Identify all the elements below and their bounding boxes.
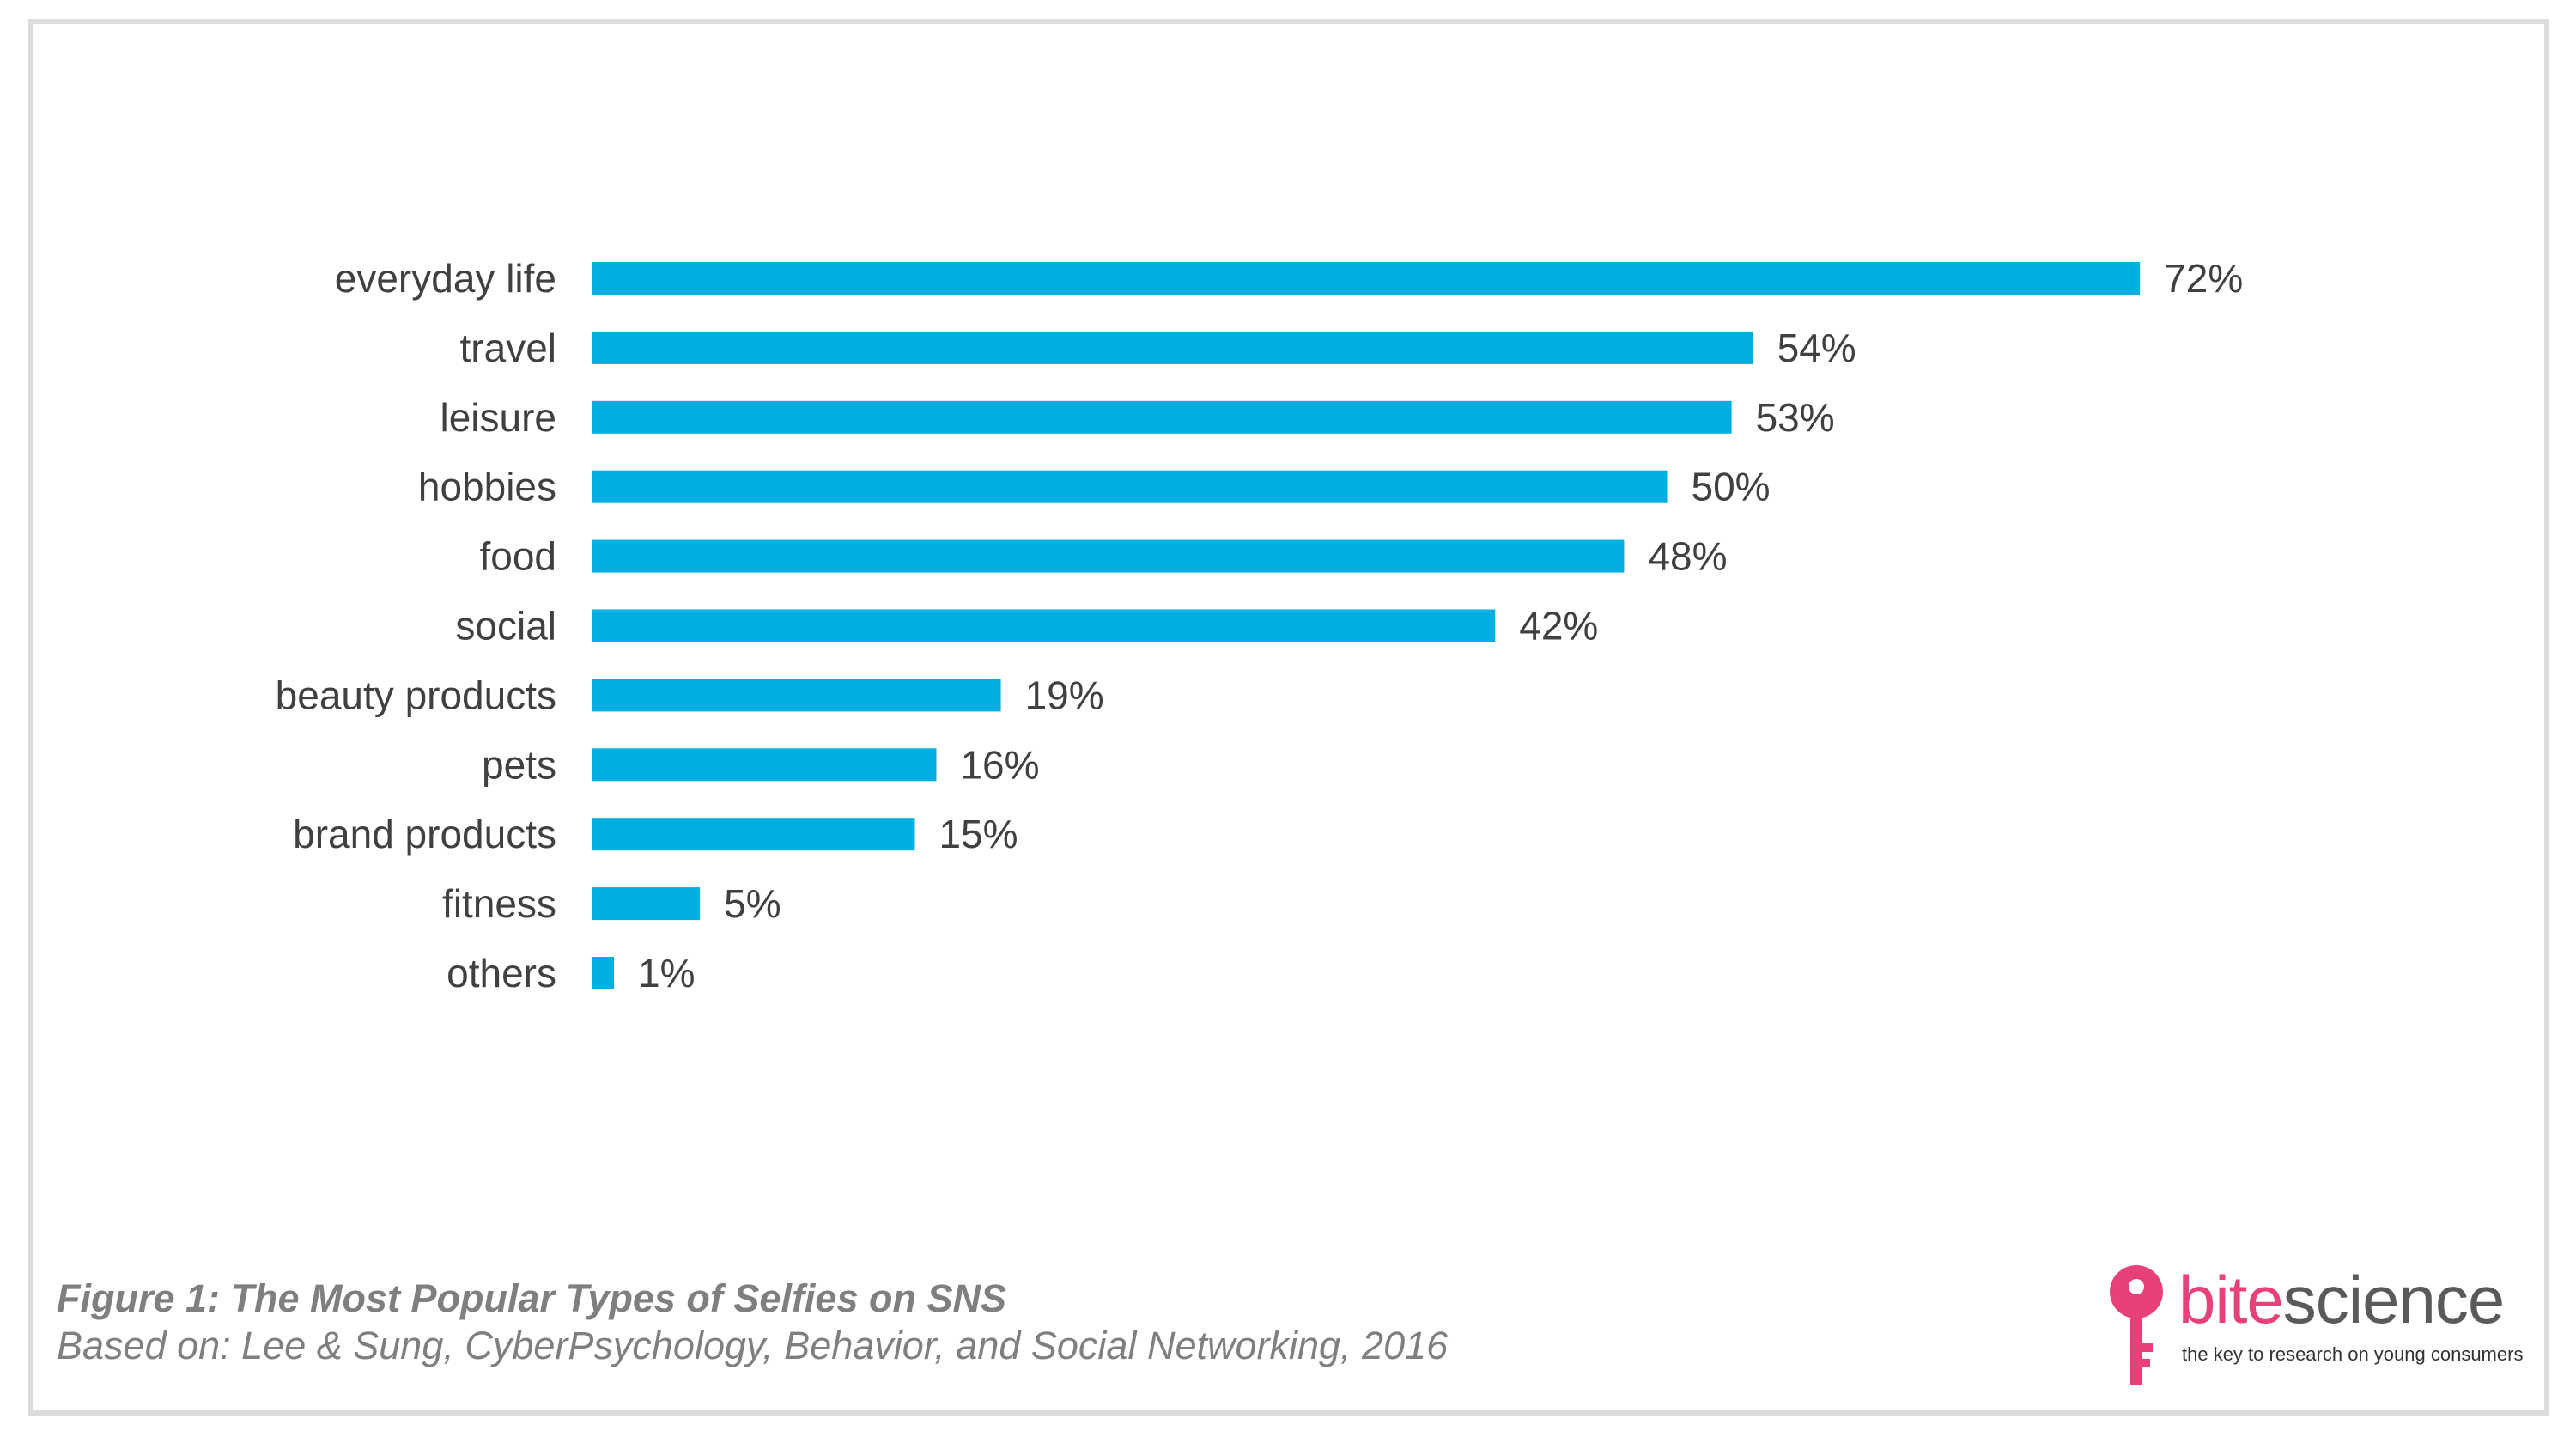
figure-source: Based on: Lee & Sung, CyberPsychology, B… (57, 1324, 1448, 1368)
bar-chart: everyday life 72% travel 54% leisure 53% hobbi… (0, 0, 2576, 1449)
category-label-food: food (479, 534, 556, 579)
bar-hobbies (592, 471, 1668, 503)
category-label-others: others (447, 951, 556, 995)
bar-others (592, 957, 614, 989)
logo-word-science: science (2283, 1262, 2504, 1337)
category-label-pets: pets (482, 742, 556, 787)
value-label-others: 1% (638, 951, 695, 995)
bar-fitness (592, 887, 700, 920)
logo-tagline: the key to research on young consumers (2182, 1343, 2523, 1366)
value-label-travel: 54% (1777, 326, 1856, 370)
value-label-leisure: 53% (1756, 395, 1835, 440)
bitescience-logo: bitescience the key to research on young… (2108, 1261, 2520, 1390)
figure-title: Figure 1: The Most Popular Types of Self… (57, 1276, 1006, 1321)
logo-word-bite: bite (2178, 1262, 2283, 1337)
category-label-beauty-products: beauty products (276, 673, 556, 717)
value-label-hobbies: 50% (1692, 465, 1771, 509)
category-label-hobbies: hobbies (418, 465, 556, 509)
bar-brand-products (592, 818, 914, 850)
bar-everyday-life (592, 262, 2140, 295)
bar-social (592, 610, 1495, 642)
category-label-brand-products: brand products (293, 812, 556, 856)
value-label-beauty-products: 19% (1025, 673, 1104, 717)
value-label-fitness: 5% (724, 881, 781, 926)
value-label-brand-products: 15% (939, 812, 1018, 856)
bar-beauty-products (592, 679, 1001, 711)
key-icon (2108, 1261, 2168, 1390)
category-label-social: social (455, 604, 556, 648)
value-label-food: 48% (1648, 534, 1727, 579)
category-label-travel: travel (460, 326, 556, 370)
bar-leisure (592, 401, 1732, 434)
value-label-social: 42% (1519, 604, 1598, 648)
category-label-fitness: fitness (442, 881, 556, 926)
value-label-everyday-life: 72% (2164, 256, 2243, 301)
category-label-leisure: leisure (440, 395, 556, 440)
bar-travel (592, 332, 1753, 364)
bar-pets (592, 748, 936, 781)
bar-food (592, 540, 1624, 573)
value-label-pets: 16% (960, 742, 1039, 787)
category-label-everyday-life: everyday life (335, 256, 556, 301)
logo-wordmark: bitescience (2178, 1261, 2504, 1338)
